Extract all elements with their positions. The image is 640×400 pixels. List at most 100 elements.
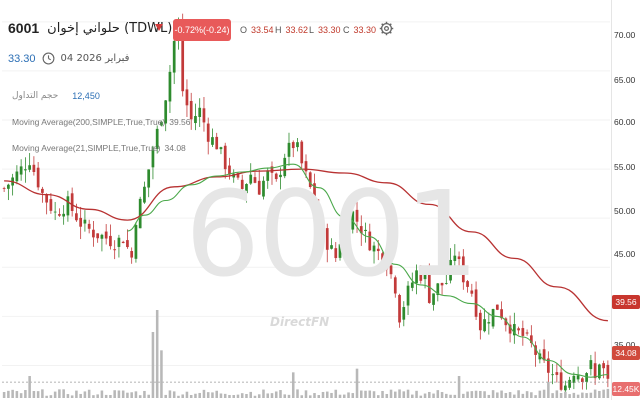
candle-body: [134, 225, 138, 259]
volume-value: 12,450: [72, 91, 100, 101]
candle-body: [79, 217, 83, 227]
candle-body: [342, 221, 346, 243]
volume-bar: [109, 395, 112, 398]
candle-body: [427, 273, 431, 303]
volume-bar: [75, 390, 78, 398]
volume-bar: [100, 390, 104, 398]
candle-body: [168, 71, 172, 102]
volume-bar: [508, 392, 512, 398]
gear-icon[interactable]: [379, 21, 394, 36]
candle-body: [474, 289, 478, 317]
volume-bar: [66, 394, 70, 398]
candle-body: [83, 219, 87, 224]
volume-bar: [487, 394, 491, 398]
candle-body: [164, 100, 168, 124]
candle-body: [398, 294, 401, 323]
volume-bar: [223, 393, 227, 398]
candle-body: [266, 170, 270, 181]
volume-bar: [262, 389, 265, 398]
volume-bar: [394, 391, 397, 398]
candle-body: [274, 173, 278, 180]
candle-body: [155, 128, 159, 149]
candle-body: [257, 180, 261, 195]
volume-bar: [189, 395, 193, 398]
price-row: 33.30 04 فبراير 2026: [8, 52, 129, 65]
volume-bar: [325, 391, 329, 398]
volume-bar: [249, 391, 253, 398]
volume-bar: [559, 393, 563, 398]
candle-body: [300, 141, 304, 164]
volume-bar: [232, 395, 235, 398]
volume-bar: [368, 390, 372, 398]
down-arrow-icon: [155, 24, 163, 31]
change-value: -0.72%(-0.24): [174, 25, 230, 35]
volume-bar: [147, 394, 150, 398]
candle-body: [334, 248, 338, 259]
volume-bar: [7, 390, 10, 398]
volume-bar: [445, 393, 448, 398]
candle-body: [58, 214, 61, 216]
volume-bar: [428, 391, 431, 398]
candle-body: [419, 270, 423, 281]
volume-bar: [113, 390, 116, 398]
last-price: 33.30: [8, 52, 36, 65]
volume-bar: [2, 392, 6, 398]
volume-bar: [411, 394, 414, 398]
volume-bar: [530, 392, 533, 398]
indicator-ma200[interactable]: Moving Average(200,SIMPLE,True,True) 39.5…: [12, 117, 191, 127]
volume-bar: [36, 391, 40, 398]
candle-body: [559, 372, 563, 390]
volume-bar: [53, 391, 57, 398]
candle-body: [385, 267, 389, 270]
volume-bar: [364, 390, 367, 398]
volume-bar: [236, 394, 240, 398]
volume-bar: [542, 389, 546, 398]
volume-bar: [160, 350, 163, 398]
candle-body: [249, 174, 253, 184]
volume-bar: [87, 389, 91, 398]
volume-bar: [500, 390, 503, 398]
candle-body: [589, 360, 593, 370]
volume-label: حجم التداول: [12, 91, 59, 101]
volume-bar: [168, 390, 172, 398]
volume-bar: [126, 392, 129, 398]
candle-body: [478, 312, 482, 331]
indicator-ma200-label: Moving Average(200,SIMPLE,True,True): [12, 117, 166, 127]
candle-body: [49, 199, 53, 211]
volume-bar: [266, 393, 270, 398]
volume-bar: [589, 392, 593, 398]
candle-body: [359, 226, 363, 234]
volume-bar: [151, 332, 155, 398]
indicator-ma21[interactable]: Moving Average(21,SIMPLE,True,True) 34.08: [12, 143, 186, 153]
volume-bar: [62, 389, 65, 398]
candle-body: [2, 188, 6, 189]
candle-body: [253, 177, 257, 183]
volume-bar: [415, 390, 418, 398]
candle-body: [126, 240, 129, 248]
volume-bar: [206, 392, 210, 398]
volume-bar: [602, 389, 605, 398]
volume-bar: [215, 390, 218, 398]
volume-bar: [11, 389, 14, 398]
candle-body: [436, 283, 440, 296]
candle-body: [215, 136, 219, 150]
candle-body: [151, 150, 155, 168]
candle-body: [19, 166, 23, 175]
volume-bar: [581, 392, 584, 398]
candle-body: [32, 164, 36, 172]
candle-body: [279, 174, 282, 178]
volume-bar: [334, 389, 338, 398]
volume-bar: [185, 391, 189, 398]
volume-bar: [381, 390, 384, 398]
volume-bar: [283, 394, 287, 398]
candle-body: [410, 282, 414, 288]
volume-bar: [138, 395, 142, 398]
candle-body: [117, 237, 121, 247]
change-badge: -0.72%(-0.24): [173, 19, 231, 41]
volume-bar: [377, 395, 380, 398]
volume-bar: [449, 394, 452, 398]
candle-body: [602, 363, 605, 369]
volume-bar: [181, 394, 184, 398]
volume-bar: [547, 381, 550, 398]
